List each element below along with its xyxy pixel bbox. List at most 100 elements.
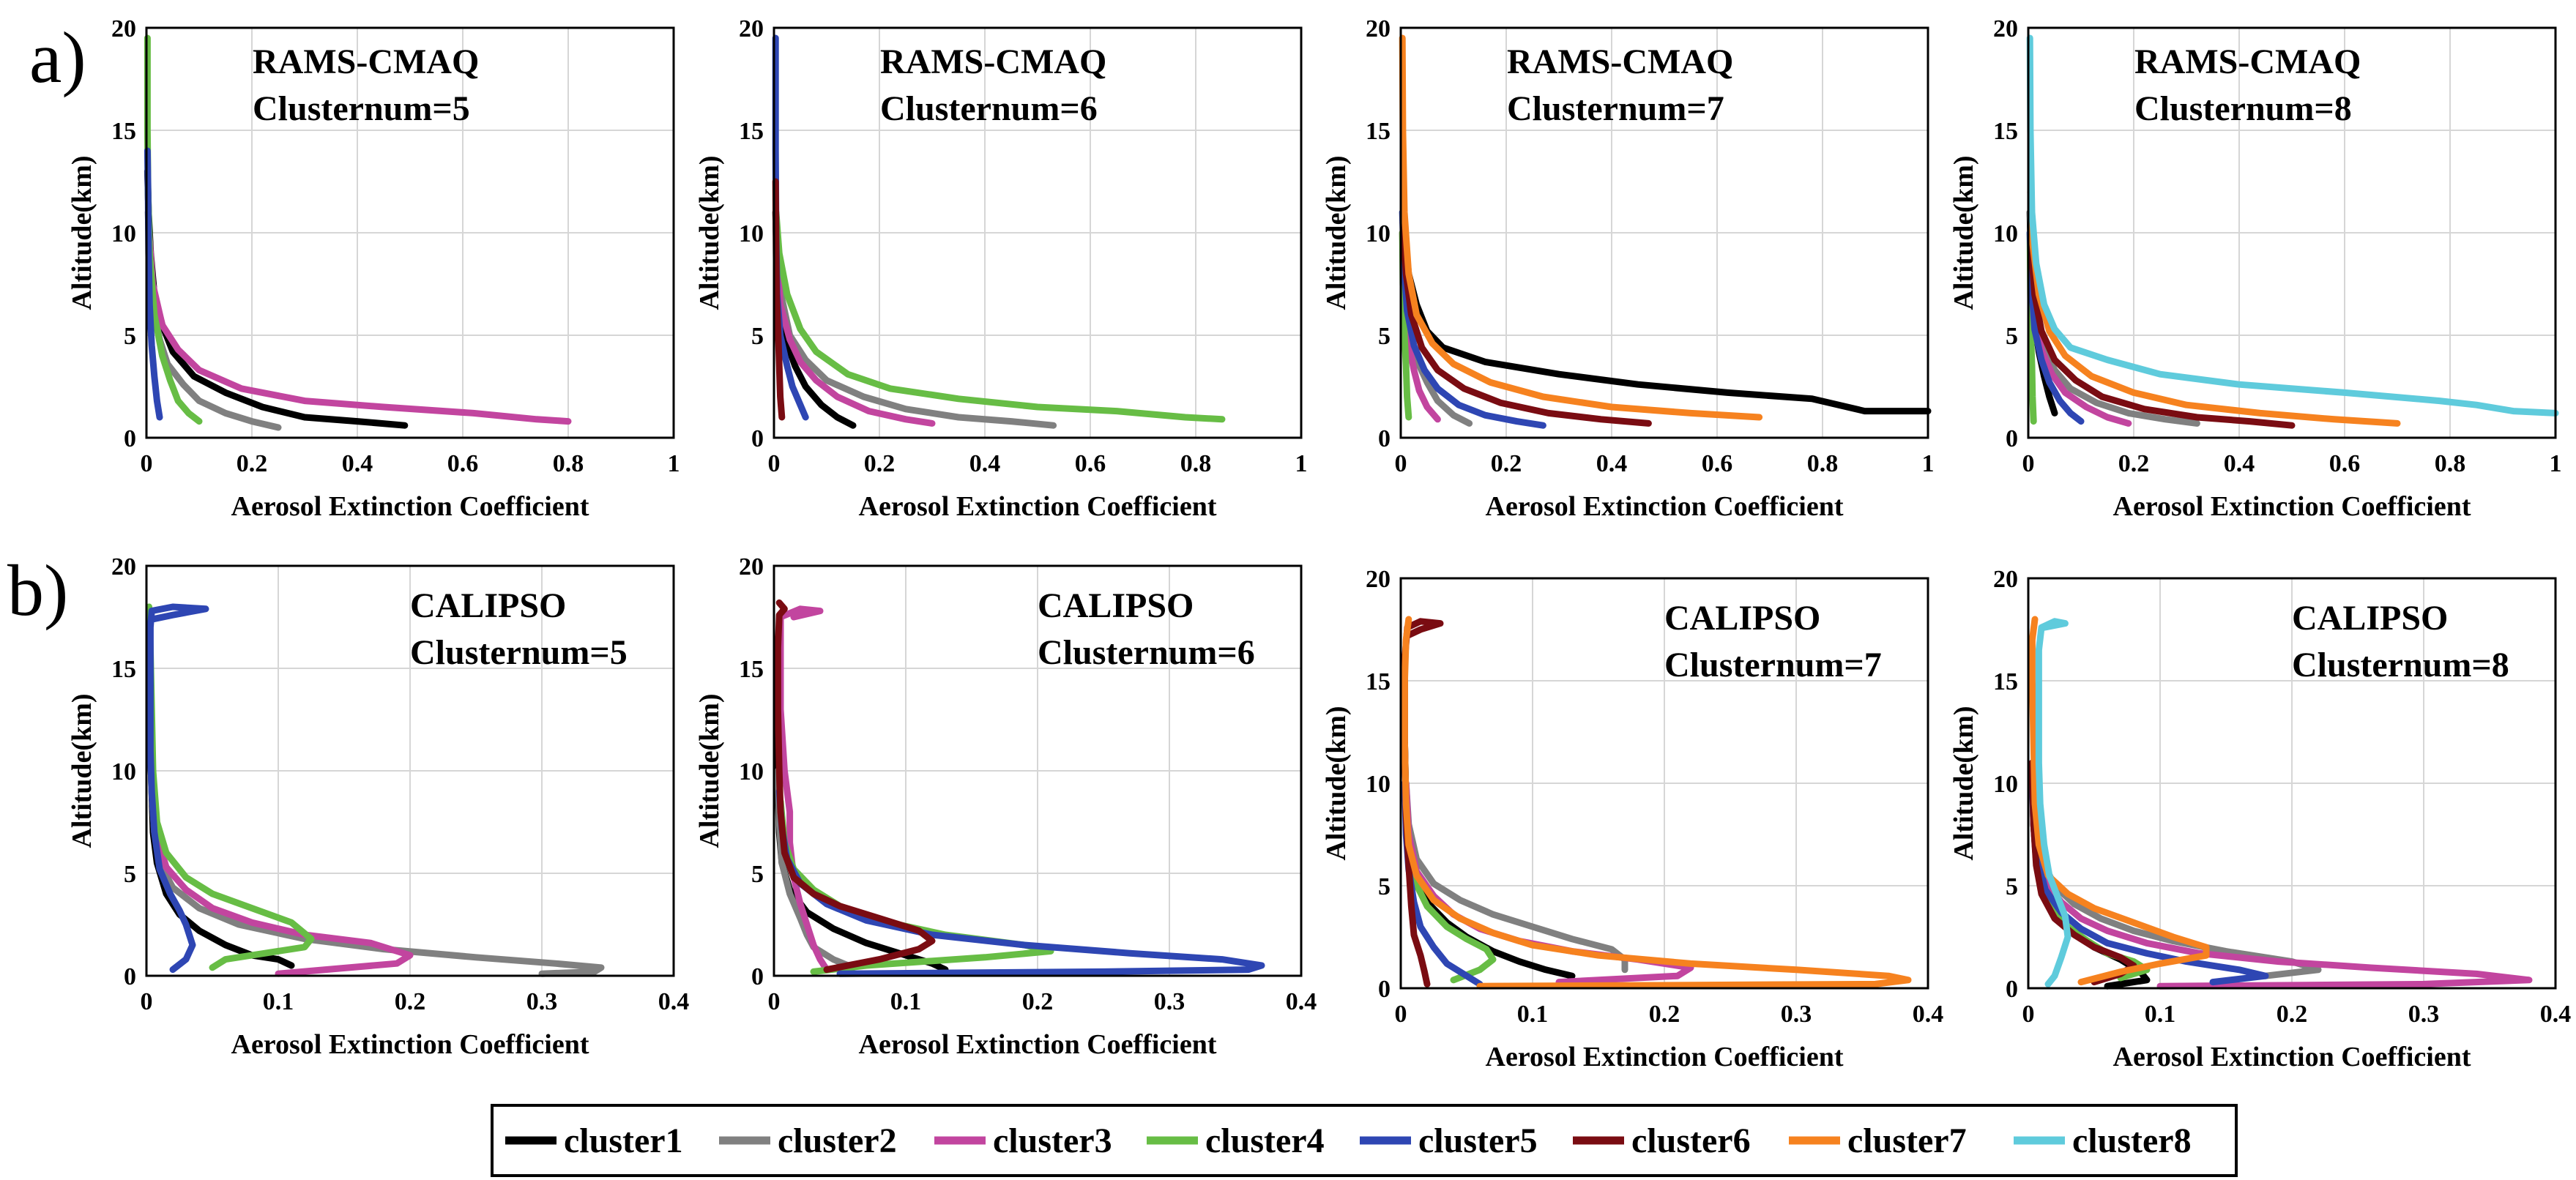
panel-title-clusternum: Clusternum=6 bbox=[880, 89, 1098, 128]
x-axis-label: Aerosol Extinction Coefficient bbox=[1486, 491, 1844, 522]
x-tick-label: 0 bbox=[768, 450, 781, 477]
plot-frame bbox=[1399, 577, 1929, 990]
x-tick-label: 0.8 bbox=[2435, 450, 2466, 477]
y-tick-label: 10 bbox=[1993, 771, 2018, 798]
x-tick-label: 0.1 bbox=[263, 988, 294, 1015]
y-tick-label: 0 bbox=[2006, 425, 2018, 452]
y-tick-label: 5 bbox=[1378, 323, 1391, 350]
panel-title-model: CALIPSO bbox=[2292, 599, 2448, 638]
x-axis-label: Aerosol Extinction Coefficient bbox=[2113, 1042, 2471, 1072]
y-tick-label: 10 bbox=[1366, 220, 1391, 247]
y-tick-label: 20 bbox=[739, 15, 764, 42]
plot-frame bbox=[2027, 577, 2557, 990]
legend-label-cluster8: cluster8 bbox=[2072, 1121, 2192, 1160]
x-tick-label: 0.2 bbox=[395, 988, 426, 1015]
x-tick-label: 0.2 bbox=[1649, 1001, 1680, 1028]
x-tick-label: 0.8 bbox=[1807, 450, 1839, 477]
panel-title-clusternum: Clusternum=8 bbox=[2292, 646, 2509, 684]
x-tick-label: 0.6 bbox=[1702, 450, 1733, 477]
y-axis-label: Altitude(km) bbox=[1321, 155, 1352, 310]
y-tick-label: 5 bbox=[1378, 873, 1391, 900]
legend-label-cluster2: cluster2 bbox=[778, 1121, 897, 1160]
series-line-cluster6 bbox=[2028, 239, 2296, 429]
series-line-cluster3 bbox=[146, 229, 572, 425]
plot-frame bbox=[773, 564, 1303, 977]
plot-frame bbox=[145, 26, 675, 439]
y-tick-label: 0 bbox=[751, 425, 764, 452]
plot-frame bbox=[773, 26, 1303, 439]
x-tick-label: 0.8 bbox=[553, 450, 584, 477]
series-line-cluster7 bbox=[1401, 616, 1912, 990]
legend-label-cluster5: cluster5 bbox=[1418, 1121, 1538, 1160]
panel-title-model: CALIPSO bbox=[1038, 586, 1194, 625]
x-tick-label: 1 bbox=[668, 450, 680, 477]
y-axis-label: Altitude(km) bbox=[67, 155, 97, 310]
x-tick-label: 0 bbox=[1395, 1001, 1407, 1028]
plot-frame bbox=[145, 564, 675, 977]
x-tick-label: 0.1 bbox=[1517, 1001, 1549, 1028]
y-tick-label: 20 bbox=[1993, 566, 2018, 593]
x-tick-label: 0.4 bbox=[2224, 450, 2255, 477]
legend-label-cluster7: cluster7 bbox=[1847, 1121, 1967, 1160]
y-tick-label: 15 bbox=[1366, 118, 1391, 145]
panel-title-clusternum: Clusternum=5 bbox=[410, 633, 628, 672]
x-tick-label: 0 bbox=[141, 988, 153, 1015]
y-axis-label: Altitude(km) bbox=[1948, 706, 1979, 860]
series-line-cluster6 bbox=[774, 599, 936, 974]
y-tick-label: 0 bbox=[124, 963, 136, 990]
y-tick-label: 5 bbox=[751, 323, 764, 350]
x-tick-label: 0.2 bbox=[1022, 988, 1054, 1015]
y-tick-label: 10 bbox=[111, 758, 136, 785]
row-label-a: a) bbox=[29, 17, 86, 98]
y-tick-label: 5 bbox=[2006, 323, 2018, 350]
y-tick-label: 5 bbox=[124, 323, 136, 350]
x-tick-label: 0.2 bbox=[1491, 450, 1522, 477]
x-tick-label: 0.4 bbox=[658, 988, 690, 1015]
series-line-cluster7 bbox=[2028, 616, 2210, 986]
y-axis-label: Altitude(km) bbox=[694, 693, 725, 848]
series-line-cluster1 bbox=[1401, 229, 1932, 415]
panel-title-clusternum: Clusternum=8 bbox=[2134, 89, 2352, 128]
chart-panel-8: 0 0.1 0.2 0.3 0.4 0 5 10 15 20 Aerosol Extinction … bbox=[1948, 566, 2571, 1072]
x-tick-label: 0.4 bbox=[1913, 1001, 1944, 1028]
panel-title-model: RAMS-CMAQ bbox=[253, 42, 479, 81]
panel-title-clusternum: Clusternum=7 bbox=[1664, 646, 1882, 684]
panel-title-model: CALIPSO bbox=[1664, 599, 1820, 638]
x-tick-label: 1 bbox=[2550, 450, 2562, 477]
x-tick-label: 0.8 bbox=[1180, 450, 1212, 477]
y-axis-label: Altitude(km) bbox=[67, 693, 97, 848]
x-tick-label: 0.6 bbox=[447, 450, 479, 477]
x-tick-label: 0.2 bbox=[2118, 450, 2150, 477]
y-tick-label: 15 bbox=[111, 118, 136, 145]
x-axis-label: Aerosol Extinction Coefficient bbox=[859, 1029, 1217, 1060]
y-axis-label: Altitude(km) bbox=[1321, 706, 1352, 860]
y-tick-label: 20 bbox=[739, 553, 764, 580]
series-line-cluster3 bbox=[773, 250, 936, 427]
y-tick-label: 20 bbox=[1993, 15, 2018, 42]
x-tick-label: 1 bbox=[1922, 450, 1935, 477]
x-tick-label: 0 bbox=[2022, 450, 2035, 477]
panel-title-model: RAMS-CMAQ bbox=[2134, 42, 2361, 81]
y-tick-label: 20 bbox=[1366, 15, 1391, 42]
y-tick-label: 15 bbox=[739, 656, 764, 683]
panel-title-clusternum: Clusternum=5 bbox=[253, 89, 470, 128]
y-tick-label: 15 bbox=[1993, 668, 2018, 695]
x-axis-label: Aerosol Extinction Coefficient bbox=[231, 1029, 589, 1060]
x-axis-label: Aerosol Extinction Coefficient bbox=[1486, 1042, 1844, 1072]
legend-label-cluster6: cluster6 bbox=[1631, 1121, 1751, 1160]
series-line-cluster5 bbox=[146, 603, 209, 974]
legend-label-cluster1: cluster1 bbox=[564, 1121, 683, 1160]
panel-title-clusternum: Clusternum=6 bbox=[1038, 633, 1255, 672]
y-tick-label: 0 bbox=[751, 963, 764, 990]
x-tick-label: 0.3 bbox=[1154, 988, 1185, 1015]
y-tick-label: 10 bbox=[739, 220, 764, 247]
x-tick-label: 0 bbox=[2022, 1001, 2035, 1028]
x-tick-label: 0.4 bbox=[2540, 1001, 2572, 1028]
y-tick-label: 0 bbox=[124, 425, 136, 452]
y-tick-label: 15 bbox=[1993, 118, 2018, 145]
x-tick-label: 0.6 bbox=[1075, 450, 1106, 477]
series-line-cluster6 bbox=[1399, 219, 1652, 427]
